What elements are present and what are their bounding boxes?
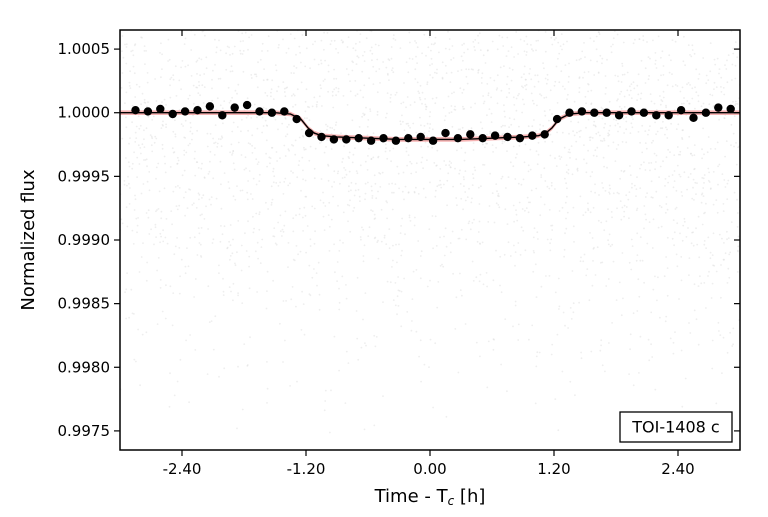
xtick-label: 0.00 bbox=[413, 460, 446, 478]
ytick-label: 0.9990 bbox=[58, 231, 111, 249]
transit-chart: -2.40 -1.20 0.00 1.20 2.40 0.9975 0.9980 0.9985… bbox=[0, 0, 768, 517]
ytick-label: 0.9985 bbox=[58, 295, 111, 313]
ytick-label: 0.9995 bbox=[58, 167, 111, 185]
xtick-label: 1.20 bbox=[537, 460, 570, 478]
legend-text: TOI-1408 c bbox=[631, 418, 719, 437]
ytick-label: 1.0000 bbox=[58, 104, 111, 122]
chart-container: -2.40 -1.20 0.00 1.20 2.40 0.9975 0.9980 0.9985… bbox=[0, 0, 768, 517]
xtick-label: 2.40 bbox=[661, 460, 694, 478]
ytick-label: 0.9980 bbox=[58, 358, 111, 376]
ytick-label: 0.9975 bbox=[58, 422, 111, 440]
ytick-label: 1.0005 bbox=[58, 40, 111, 58]
xtick-label: -2.40 bbox=[163, 460, 202, 478]
xtick-label: -1.20 bbox=[287, 460, 326, 478]
x-axis-label: Time - Tc [h] bbox=[374, 486, 486, 508]
y-axis-label: Normalized flux bbox=[18, 169, 39, 311]
